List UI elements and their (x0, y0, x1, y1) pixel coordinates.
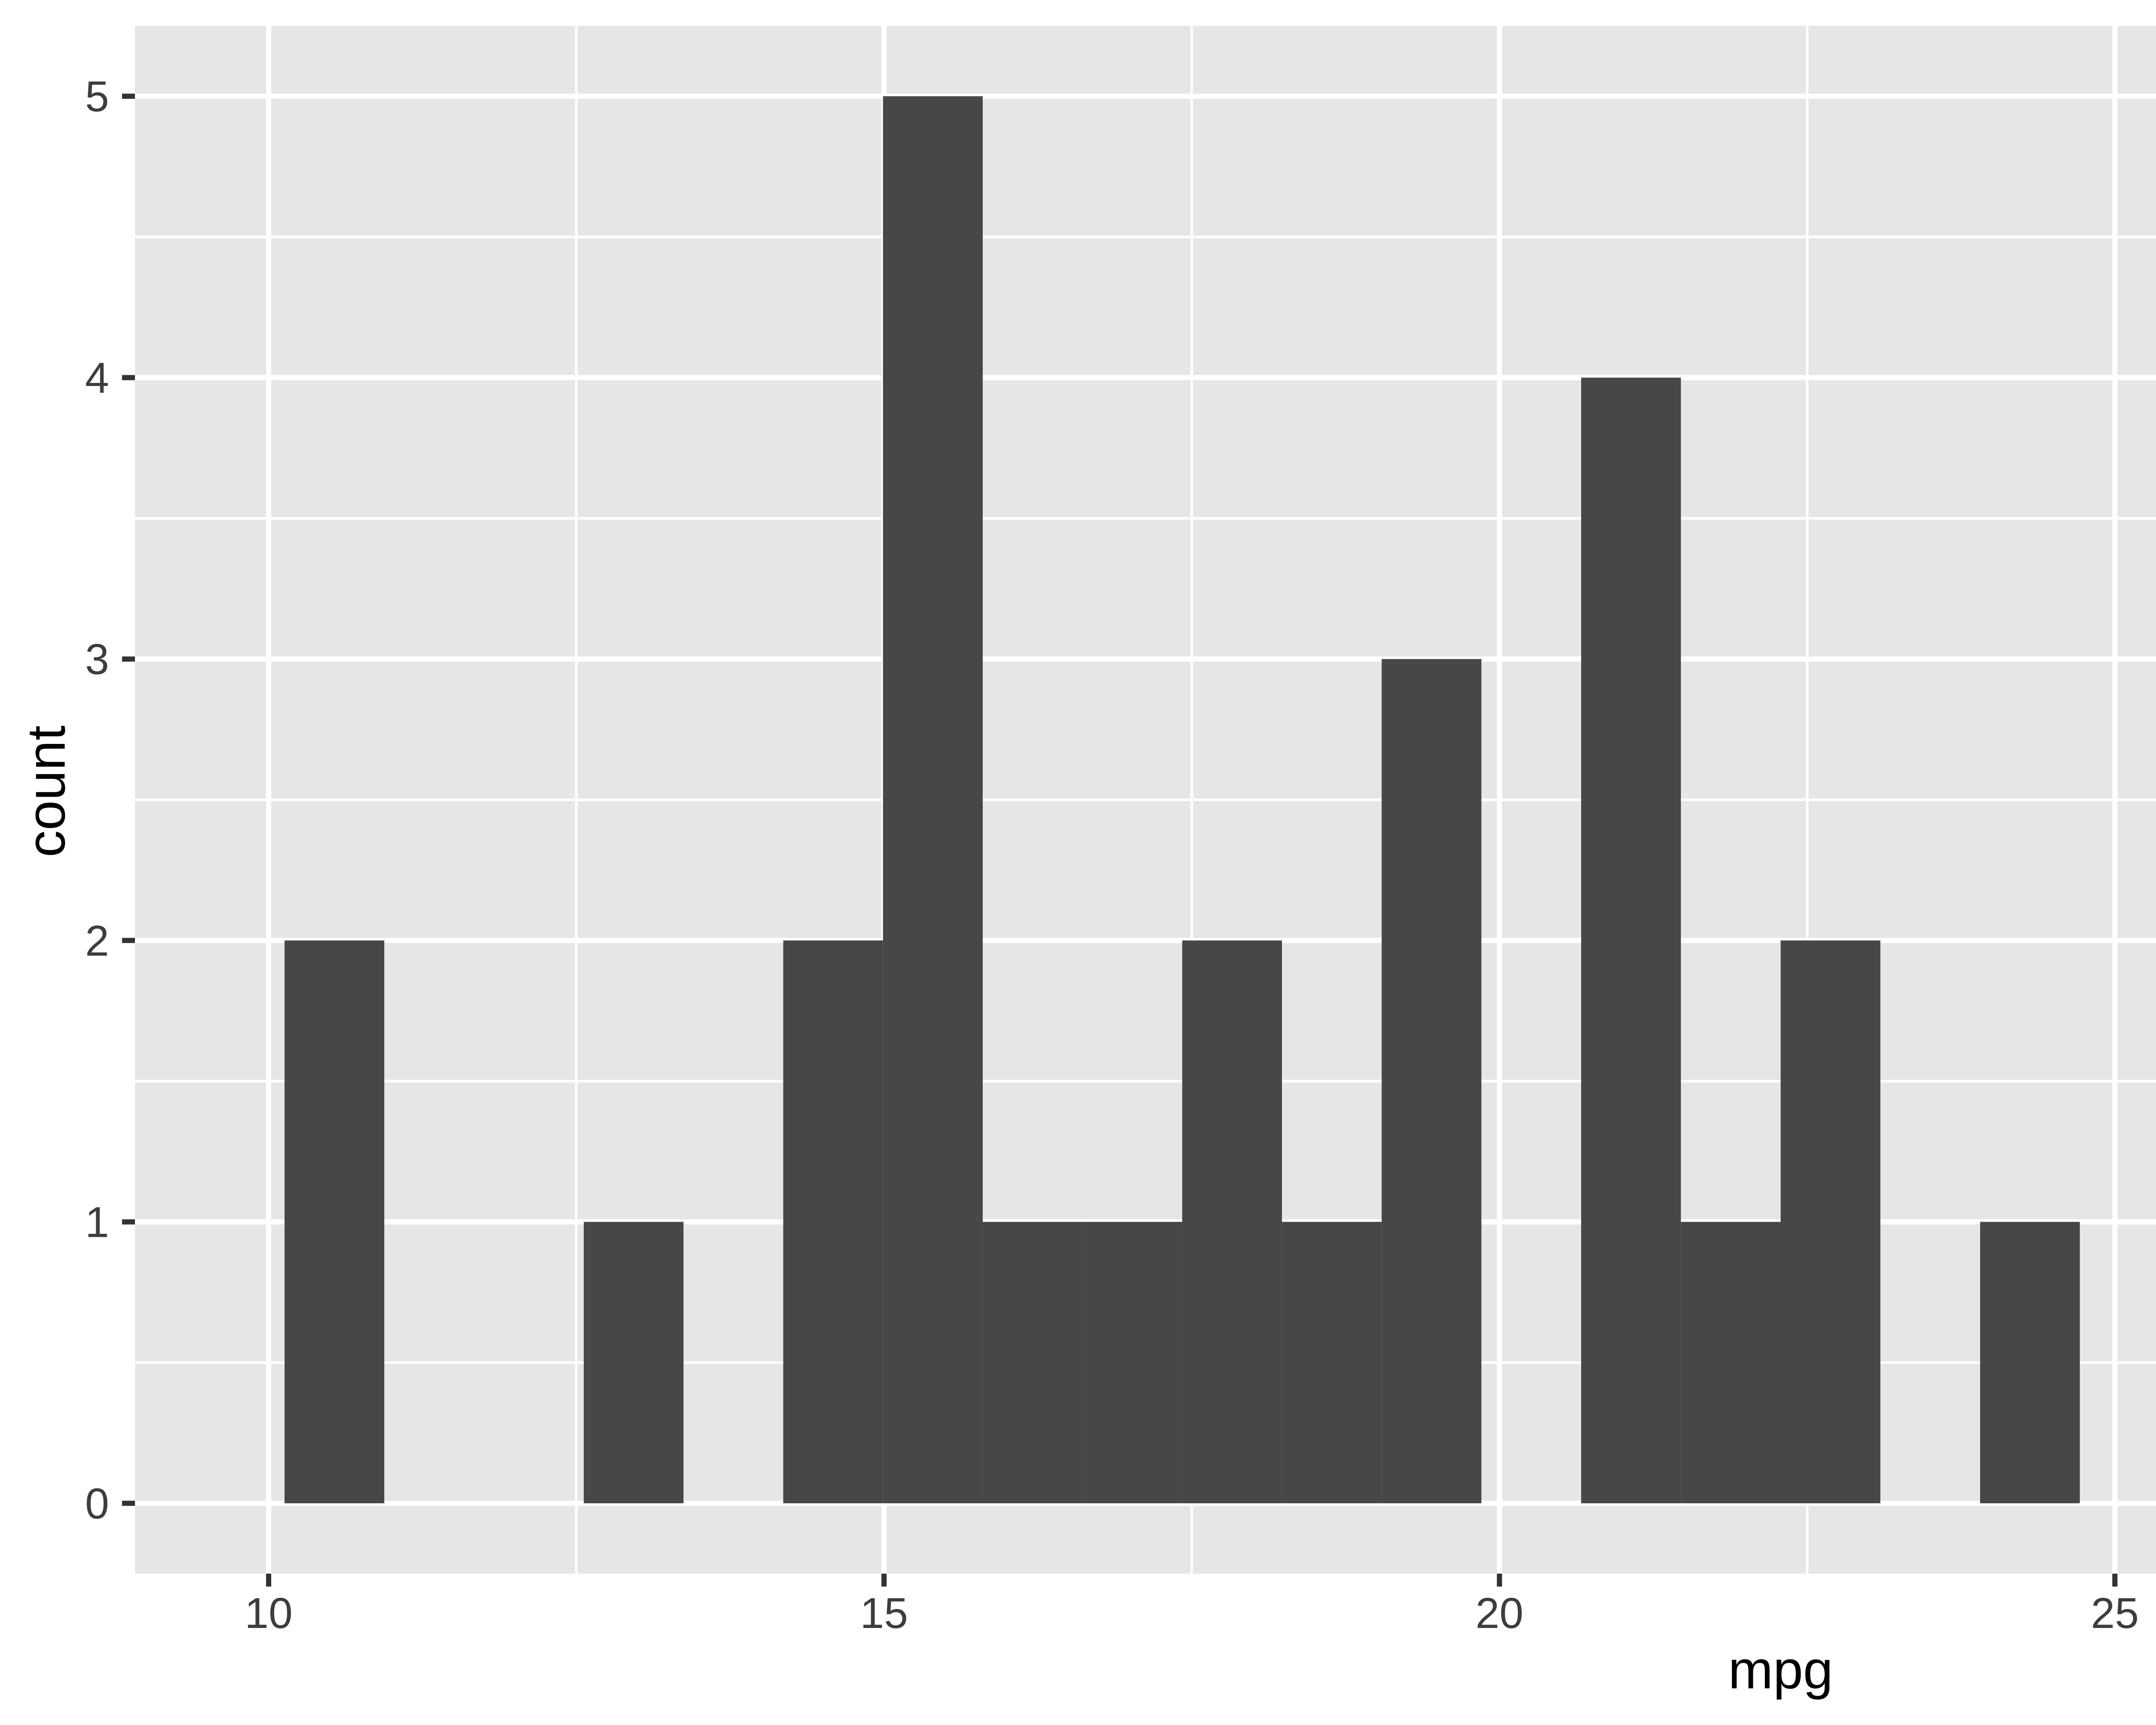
histogram-bars (284, 96, 2080, 1503)
y-tick-label: 5 (85, 72, 109, 121)
histogram-bar (284, 940, 385, 1503)
x-axis-tick-marks (266, 1573, 2118, 1587)
x-tick-label: 25 (2091, 1589, 2139, 1637)
histogram-bar (1182, 940, 1282, 1503)
x-tick-label: 10 (244, 1589, 292, 1637)
y-axis-tick-marks (122, 94, 135, 1506)
y-tick-label: 4 (85, 354, 109, 402)
histogram-bar (1681, 1222, 1781, 1503)
histogram-bar (583, 1222, 684, 1503)
histogram-bar (1082, 1222, 1182, 1503)
x-axis-tick-labels: 101520253035 (244, 1589, 2139, 1637)
histogram-bar (1282, 1222, 1382, 1503)
y-tick-label: 3 (85, 635, 109, 684)
y-tick-label: 1 (85, 1198, 109, 1246)
x-tick-label: 20 (1476, 1589, 1523, 1637)
y-axis-tick-labels: 0 1 2 3 4 5 (85, 72, 109, 1528)
histogram-bar (1581, 377, 1681, 1503)
x-axis-title: mpg (1728, 1640, 1833, 1700)
x-tick-label: 15 (860, 1589, 908, 1637)
y-tick-label: 2 (85, 917, 109, 965)
histogram-bar (983, 1222, 1083, 1503)
histogram-bar (883, 96, 983, 1503)
histogram-bar (783, 940, 883, 1503)
histogram-bar (1382, 659, 1482, 1503)
y-tick-label: 0 (85, 1480, 109, 1528)
histogram-bar (1980, 1222, 2080, 1503)
histogram-bar (1780, 940, 1880, 1503)
y-axis-title: count (16, 725, 76, 857)
